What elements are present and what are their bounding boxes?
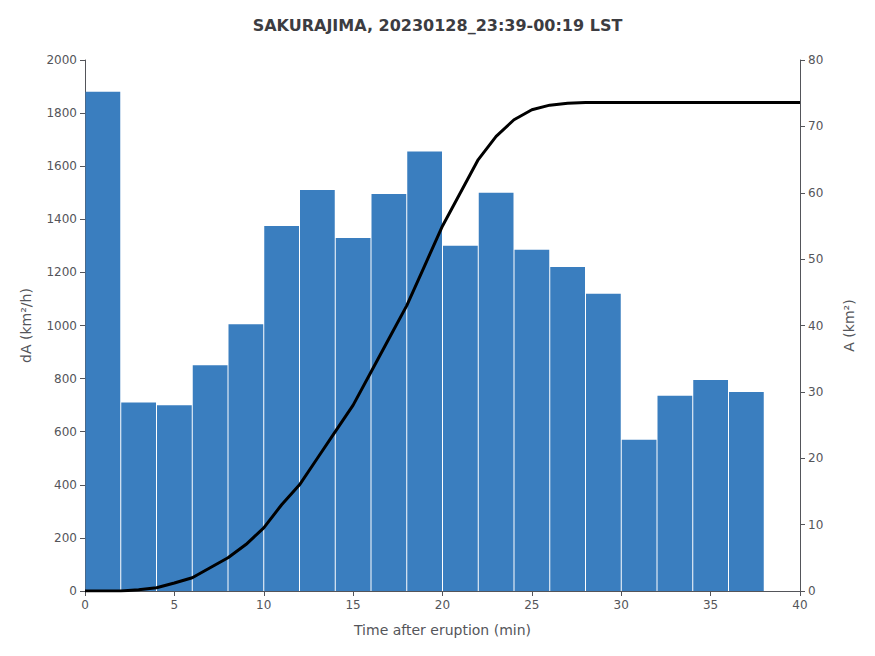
svg-text:25: 25 — [524, 598, 539, 612]
svg-text:15: 15 — [345, 598, 360, 612]
svg-text:70: 70 — [808, 119, 823, 133]
svg-text:30: 30 — [808, 385, 823, 399]
svg-text:1000: 1000 — [46, 319, 77, 333]
svg-text:SAKURAJIMA, 20230128_23:39-00:: SAKURAJIMA, 20230128_23:39-00:19 LST — [253, 16, 623, 35]
svg-text:10: 10 — [808, 518, 823, 532]
svg-text:400: 400 — [54, 478, 77, 492]
svg-text:0: 0 — [808, 584, 816, 598]
svg-text:600: 600 — [54, 425, 77, 439]
svg-text:0: 0 — [69, 584, 77, 598]
svg-text:dA (km²/h): dA (km²/h) — [18, 288, 34, 363]
svg-text:800: 800 — [54, 372, 77, 386]
svg-text:20: 20 — [808, 451, 823, 465]
svg-text:50: 50 — [808, 252, 823, 266]
svg-text:10: 10 — [256, 598, 271, 612]
svg-text:1800: 1800 — [46, 106, 77, 120]
svg-text:200: 200 — [54, 531, 77, 545]
svg-text:40: 40 — [792, 598, 807, 612]
svg-text:Time after eruption (min): Time after eruption (min) — [353, 622, 531, 638]
svg-text:30: 30 — [614, 598, 629, 612]
svg-text:0: 0 — [81, 598, 89, 612]
svg-text:1200: 1200 — [46, 265, 77, 279]
svg-text:A (km²): A (km²) — [841, 299, 857, 351]
svg-text:60: 60 — [808, 186, 823, 200]
svg-text:20: 20 — [435, 598, 450, 612]
svg-text:35: 35 — [703, 598, 718, 612]
svg-text:1600: 1600 — [46, 159, 77, 173]
svg-text:40: 40 — [808, 319, 823, 333]
svg-text:5: 5 — [171, 598, 179, 612]
svg-text:1400: 1400 — [46, 212, 77, 226]
svg-text:80: 80 — [808, 53, 823, 67]
svg-text:2000: 2000 — [46, 53, 77, 67]
